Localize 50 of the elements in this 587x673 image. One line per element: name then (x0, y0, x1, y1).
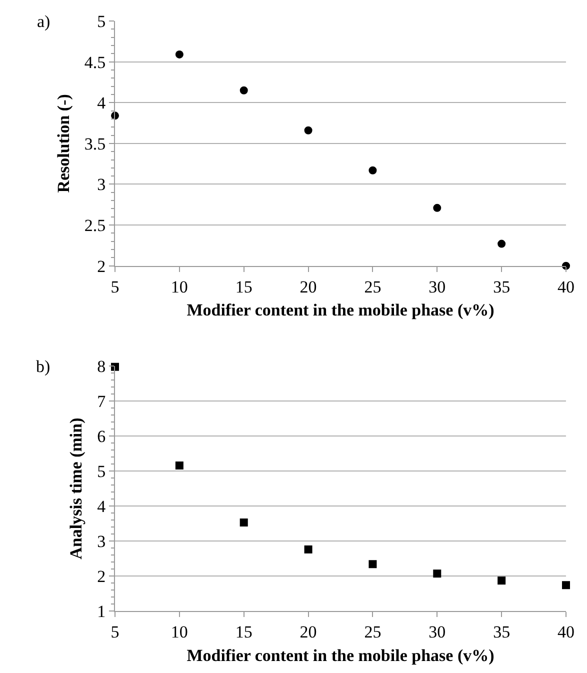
point (240, 518, 248, 526)
x-tick-label: 35 (493, 277, 510, 296)
text: a) (37, 12, 50, 31)
y-tick-label: 4 (97, 497, 106, 516)
point (498, 576, 506, 585)
x-tick-label: 35 (493, 622, 510, 642)
y-tick-label: 4.5 (84, 52, 106, 72)
x-tick-label: 10 (170, 622, 188, 642)
point (304, 126, 312, 134)
y-tick-label: 8 (97, 357, 106, 376)
x-tick-label: 5 (110, 277, 120, 296)
point (368, 560, 377, 568)
point (240, 86, 248, 94)
y-tick-label: 5 (97, 462, 106, 482)
x-tick-label: 30 (428, 622, 446, 642)
x-tick-label: 5 (110, 622, 120, 642)
point (498, 240, 506, 248)
x-tick-label: 20 (300, 277, 317, 296)
y-tick-label: 5 (97, 12, 106, 31)
y-tick-label: 1 (97, 602, 106, 621)
point (175, 461, 184, 470)
x-tick-label: 40 (558, 277, 574, 296)
y-tick-label: 3 (97, 532, 106, 551)
x-tick-label: 15 (235, 277, 252, 296)
x-tick-label: 40 (558, 622, 574, 642)
y-tick-label: 6 (97, 427, 106, 446)
x-tick-label: 10 (170, 277, 188, 296)
y-tick-label: 2 (97, 256, 106, 276)
x-tick-label: 30 (428, 277, 446, 296)
x-tick-label: 25 (364, 277, 382, 296)
point (368, 166, 377, 174)
y-axis-title: Resolution (-) (54, 94, 73, 193)
x-axis-title: Modifier content in the mobile phase (v%) (186, 646, 494, 665)
y-tick-label: 4 (97, 94, 106, 113)
x-tick-label: 25 (364, 622, 382, 642)
x-tick-label: 20 (300, 622, 317, 642)
text: b) (36, 357, 50, 376)
point (304, 545, 312, 554)
y-tick-label: 3.5 (84, 134, 106, 154)
x-axis-title: Modifier content in the mobile phase (v%) (186, 300, 494, 320)
x-tick-label: 15 (235, 622, 252, 642)
y-tick-label: 7 (97, 392, 106, 412)
y-axis-title: Analysis time (min) (66, 418, 86, 560)
y-tick-label: 3 (97, 175, 106, 194)
point (433, 204, 442, 212)
y-tick-label: 2.5 (84, 216, 106, 235)
point (562, 581, 570, 590)
point (175, 50, 184, 58)
y-tick-label: 2 (97, 566, 106, 586)
point (433, 570, 442, 578)
